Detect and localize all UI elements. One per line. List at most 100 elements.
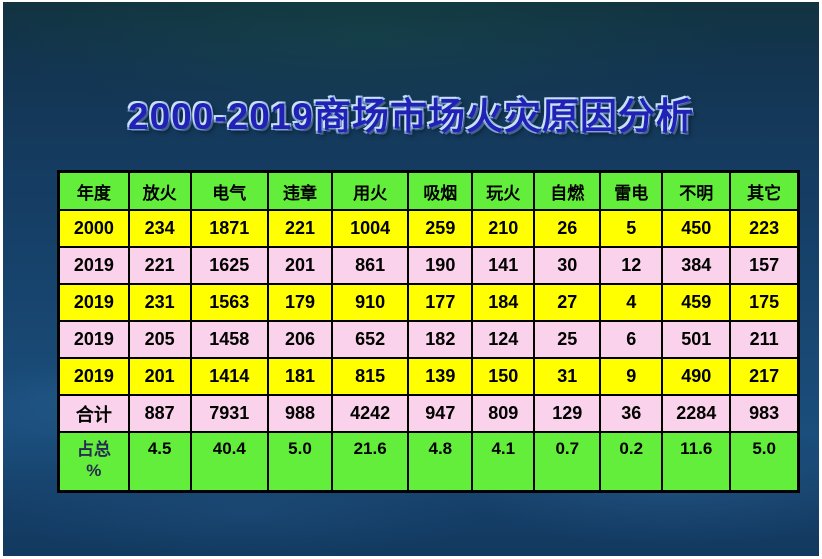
data-cell: 223 <box>729 209 800 248</box>
header-cell-8: 雷电 <box>599 170 664 211</box>
percent-label-line1: 占总 <box>76 440 111 459</box>
table-row-1: 2019 221 1625 201 861 190 141 30 12 384 157 <box>57 246 800 285</box>
data-cell: 184 <box>471 283 536 322</box>
data-cell: 25 <box>533 320 602 359</box>
data-cell: 1563 <box>189 283 269 322</box>
data-cell: 210 <box>471 209 536 248</box>
data-cell: 175 <box>729 283 800 322</box>
data-cell: 947 <box>407 394 474 433</box>
data-cell: 501 <box>661 320 732 359</box>
data-cell: 1458 <box>189 320 269 359</box>
table-row-3: 2019 205 1458 206 652 182 124 25 6 501 211 <box>57 320 800 359</box>
data-cell: 141 <box>471 246 536 285</box>
table-header-row: 年度 放火 电气 违章 用火 吸烟 玩火 自燃 雷电 不明 其它 <box>57 170 800 211</box>
data-cell: 206 <box>266 320 333 359</box>
data-cell: 910 <box>330 283 410 322</box>
row-label-cell: 2019 <box>57 320 130 359</box>
data-cell: 6 <box>599 320 664 359</box>
data-cell: 179 <box>266 283 333 322</box>
table-row-0: 2000 234 1871 221 1004 259 210 26 5 450 223 <box>57 209 800 248</box>
data-cell: 5 <box>599 209 664 248</box>
data-cell: 150 <box>471 357 536 396</box>
data-cell: 988 <box>266 394 333 433</box>
row-label-cell: 2019 <box>57 283 130 322</box>
data-cell: 211 <box>729 320 800 359</box>
header-cell-10: 其它 <box>729 170 800 211</box>
row-label-cell: 2019 <box>57 246 130 285</box>
percent-cell: 4.8 <box>407 431 474 493</box>
data-cell: 490 <box>661 357 732 396</box>
data-cell: 182 <box>407 320 474 359</box>
percent-row: 占总% 4.5 40.4 5.0 21.6 4.8 4.1 0.7 0.2 11.6 5.0 <box>57 431 800 493</box>
percent-cell: 5.0 <box>266 431 333 493</box>
data-cell: 887 <box>127 394 192 433</box>
data-cell: 861 <box>330 246 410 285</box>
table-row-2: 2019 231 1563 179 910 177 184 27 4 459 175 <box>57 283 800 322</box>
data-cell: 652 <box>330 320 410 359</box>
header-cell-3: 违章 <box>266 170 333 211</box>
data-cell: 201 <box>127 357 192 396</box>
header-cell-9: 不明 <box>661 170 732 211</box>
header-cell-1: 放火 <box>127 170 192 211</box>
row-label-cell: 2000 <box>57 209 130 248</box>
percent-label-line2: % <box>86 461 102 481</box>
data-cell: 450 <box>661 209 732 248</box>
slide-background: 2000-2019商场市场火灾原因分析 年度 放火 电气 违章 用火 吸烟 玩火 自燃 雷电 不明… <box>3 2 819 556</box>
data-cell: 231 <box>127 283 192 322</box>
data-cell: 384 <box>661 246 732 285</box>
data-cell: 809 <box>471 394 536 433</box>
data-cell: 139 <box>407 357 474 396</box>
data-cell: 190 <box>407 246 474 285</box>
data-cell: 217 <box>729 357 800 396</box>
percent-cell: 11.6 <box>661 431 732 493</box>
data-cell: 30 <box>533 246 602 285</box>
percent-cell: 21.6 <box>330 431 410 493</box>
row-label-cell: 2019 <box>57 357 130 396</box>
data-cell: 26 <box>533 209 602 248</box>
percent-row-label: 占总% <box>57 431 130 493</box>
percent-cell: 5.0 <box>729 431 800 493</box>
data-cell: 983 <box>729 394 800 433</box>
data-cell: 4 <box>599 283 664 322</box>
table-row-5: 合计 887 7931 988 4242 947 809 129 36 2284 983 <box>57 394 800 433</box>
table-body: 2000 234 1871 221 1004 259 210 26 5 450 223 2019 221… <box>57 209 800 493</box>
data-cell: 12 <box>599 246 664 285</box>
data-cell: 181 <box>266 357 333 396</box>
data-cell: 4242 <box>330 394 410 433</box>
percent-cell: 4.1 <box>471 431 536 493</box>
data-cell: 1871 <box>189 209 269 248</box>
data-cell: 1625 <box>189 246 269 285</box>
data-cell: 124 <box>471 320 536 359</box>
percent-cell: 4.5 <box>127 431 192 493</box>
data-cell: 27 <box>533 283 602 322</box>
data-cell: 157 <box>729 246 800 285</box>
data-cell: 7931 <box>189 394 269 433</box>
data-cell: 129 <box>533 394 602 433</box>
slide-title: 2000-2019商场市场火灾原因分析 <box>128 96 694 137</box>
header-cell-2: 电气 <box>189 170 269 211</box>
row-label-cell: 合计 <box>57 394 130 433</box>
fire-cause-table: 年度 放火 电气 违章 用火 吸烟 玩火 自燃 雷电 不明 其它 2000 234 1871 221 100… <box>57 170 800 493</box>
percent-cell: 40.4 <box>189 431 269 493</box>
data-cell: 2284 <box>661 394 732 433</box>
data-cell: 201 <box>266 246 333 285</box>
data-cell: 459 <box>661 283 732 322</box>
header-cell-4: 用火 <box>330 170 410 211</box>
data-cell: 1414 <box>189 357 269 396</box>
header-cell-0: 年度 <box>57 170 130 211</box>
data-cell: 259 <box>407 209 474 248</box>
header-cell-7: 自燃 <box>533 170 602 211</box>
data-cell: 31 <box>533 357 602 396</box>
data-cell: 1004 <box>330 209 410 248</box>
data-cell: 234 <box>127 209 192 248</box>
data-cell: 9 <box>599 357 664 396</box>
header-cell-5: 吸烟 <box>407 170 474 211</box>
percent-cell: 0.2 <box>599 431 664 493</box>
data-cell: 177 <box>407 283 474 322</box>
header-cell-6: 玩火 <box>471 170 536 211</box>
data-cell: 221 <box>266 209 333 248</box>
data-cell: 205 <box>127 320 192 359</box>
percent-cell: 0.7 <box>533 431 602 493</box>
table-row-4: 2019 201 1414 181 815 139 150 31 9 490 217 <box>57 357 800 396</box>
